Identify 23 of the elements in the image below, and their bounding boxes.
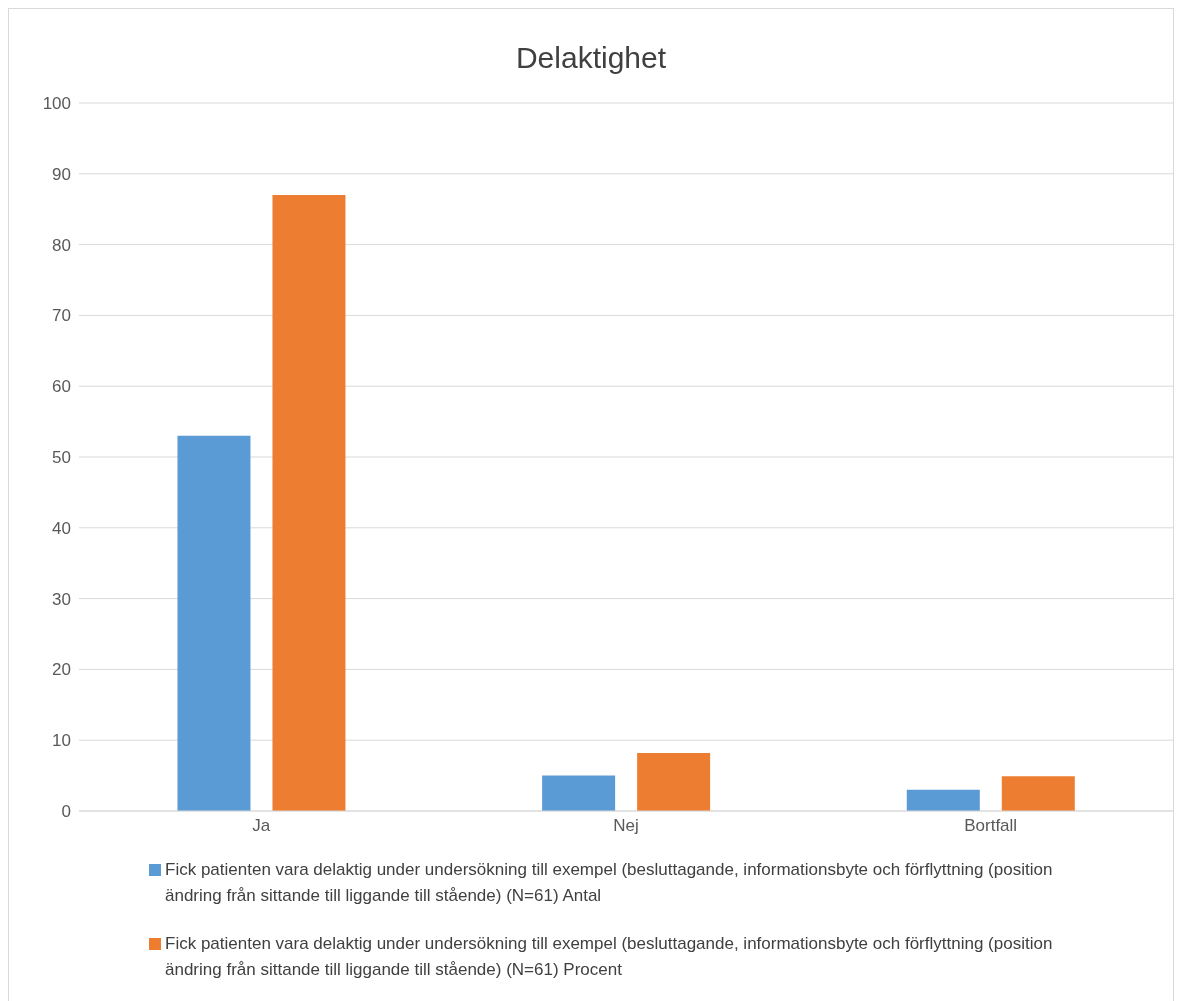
y-tick-label: 60 — [52, 377, 71, 397]
x-tick-label: Nej — [613, 816, 639, 836]
y-tick-label: 40 — [52, 518, 71, 538]
y-tick-label: 30 — [52, 589, 71, 609]
x-tick-label: Ja — [252, 816, 271, 836]
legend-label: Fick patienten vara delaktig under undersökning till exempel (besluttagande, informationsbyte och förflyttning (position ändring från sittande till liggande till stående) (N=61) Procent — [165, 933, 1054, 981]
y-tick-label: 100 — [42, 94, 71, 114]
bar — [272, 195, 346, 811]
bar — [542, 775, 616, 811]
y-tick-label: 0 — [61, 802, 71, 822]
bar — [177, 435, 251, 811]
legend-label: Fick patienten vara delaktig under undersökning till exempel (besluttagande, informationsbyte och förflyttning (position ändring från sittande till liggande till stående) (N=61) Antal — [165, 859, 1054, 907]
bar — [637, 752, 711, 811]
x-tick-label: Bortfall — [964, 816, 1018, 836]
bar — [1001, 776, 1075, 811]
y-tick-label: 80 — [52, 235, 71, 255]
y-tick-label: 10 — [52, 731, 71, 751]
y-tick-label: 90 — [52, 164, 71, 184]
y-tick-label: 50 — [52, 448, 71, 468]
y-tick-label: 20 — [52, 660, 71, 680]
bar — [906, 789, 980, 811]
chart-title: Delaktighet — [514, 40, 668, 76]
y-tick-label: 70 — [52, 306, 71, 326]
